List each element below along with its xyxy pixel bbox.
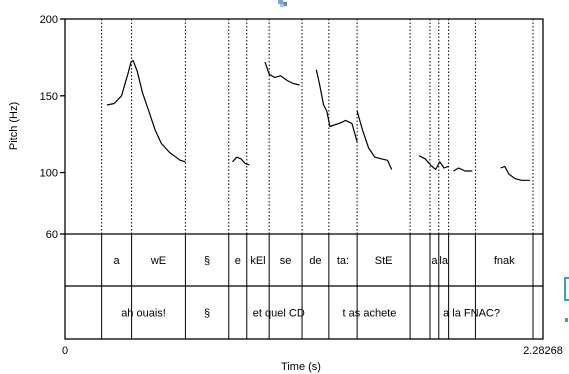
word-label: et quel CD (253, 308, 305, 320)
phone-label: ta: (337, 255, 349, 267)
segment-boundaries (101, 19, 534, 339)
side-handle-icon[interactable] (563, 276, 569, 326)
phone-label: fnak (494, 255, 515, 267)
x-axis-title: Time (s) (281, 361, 321, 373)
phone-label: a (114, 255, 121, 267)
pitch-contour (264, 61, 300, 86)
x-tick-label: 0 (62, 345, 68, 357)
plot-frame (64, 18, 544, 340)
word-label: § (204, 308, 210, 320)
pitch-contour (500, 165, 530, 181)
phone-label: kEl (250, 255, 265, 267)
pitch-contour (356, 110, 393, 170)
y-tick-label: 200 (40, 14, 58, 26)
phone-label: de (309, 255, 321, 267)
phone-label: e (235, 255, 241, 267)
pitch-contour (232, 156, 250, 166)
phone-label: la (439, 255, 448, 267)
y-axis: 60 100 150 200 (40, 14, 65, 241)
pitch-contours (106, 59, 530, 181)
word-label: ah ouais! (121, 308, 166, 320)
phone-label: § (204, 255, 210, 267)
phone-label: se (280, 255, 292, 267)
word-label: t as achete (343, 308, 397, 320)
word-label: a la FNAC? (443, 308, 500, 320)
phone-label: a (431, 255, 438, 267)
y-tick-label: 150 (40, 91, 58, 103)
y-tick-label: 100 (40, 168, 58, 180)
y-tick-label: 60 (46, 229, 58, 241)
x-axis: 0 2.28268 (62, 345, 563, 357)
phone-label: StE (375, 255, 393, 267)
x-tick-label: 2.28268 (523, 345, 563, 357)
pitch-contour (453, 167, 473, 172)
app-cursor-icon (278, 0, 287, 7)
pitch-contour (106, 59, 186, 163)
pitch-contour (418, 155, 431, 166)
y-axis-title: Pitch (Hz) (8, 102, 20, 150)
pitch-contour (315, 69, 358, 143)
phone-label: wE (150, 255, 166, 267)
pitch-contour (430, 161, 449, 171)
